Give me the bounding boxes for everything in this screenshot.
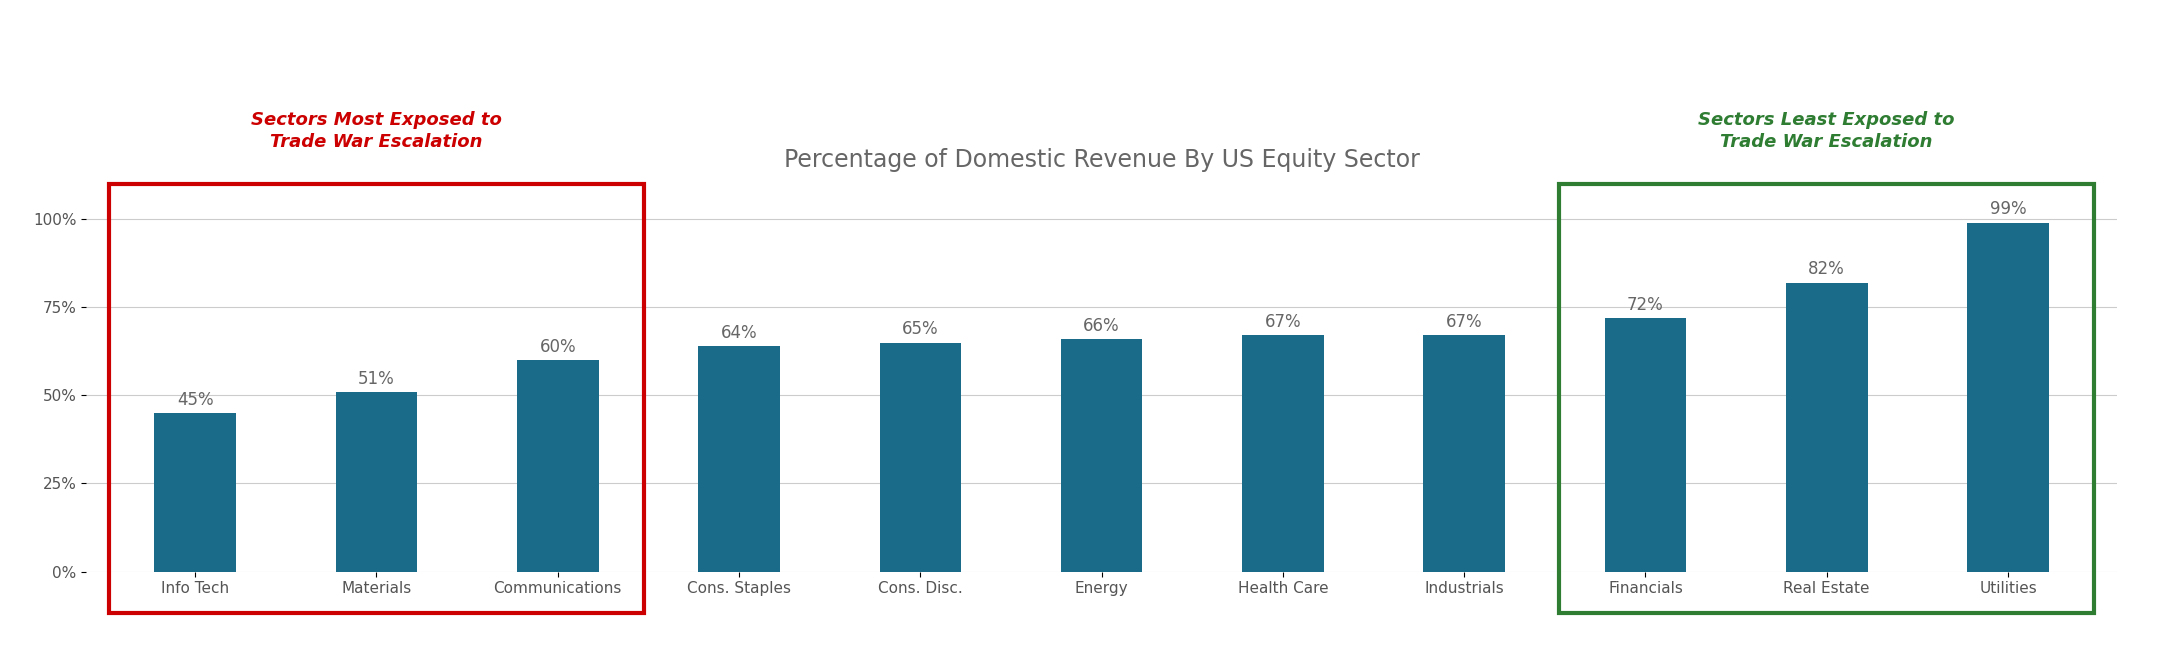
Text: 66%: 66% — [1084, 317, 1119, 335]
Text: 45%: 45% — [177, 391, 214, 409]
Bar — [698, 346, 780, 572]
Text: 72%: 72% — [1626, 296, 1663, 313]
Text: 67%: 67% — [1264, 313, 1300, 331]
Text: 60%: 60% — [540, 338, 577, 356]
Bar — [335, 392, 417, 572]
Text: Sectors Most Exposed to
Trade War Escalation: Sectors Most Exposed to Trade War Escala… — [251, 111, 501, 151]
Bar — [879, 342, 961, 572]
Text: Sectors Least Exposed to
Trade War Escalation: Sectors Least Exposed to Trade War Escal… — [1698, 111, 1955, 151]
Text: 67%: 67% — [1445, 313, 1482, 331]
Text: 99%: 99% — [1989, 200, 2026, 219]
Bar — [1242, 336, 1324, 572]
Text: 82%: 82% — [1808, 260, 1845, 279]
Bar — [1423, 336, 1506, 572]
Text: 51%: 51% — [359, 370, 395, 388]
Text: 65%: 65% — [903, 321, 940, 338]
Bar — [1061, 339, 1143, 572]
Bar — [153, 413, 235, 572]
Text: 64%: 64% — [721, 324, 758, 342]
Bar — [1605, 318, 1687, 572]
Bar — [1968, 223, 2050, 572]
Bar — [1786, 283, 1868, 572]
Bar — [516, 360, 598, 572]
Title: Percentage of Domestic Revenue By US Equity Sector: Percentage of Domestic Revenue By US Equ… — [784, 148, 1419, 172]
